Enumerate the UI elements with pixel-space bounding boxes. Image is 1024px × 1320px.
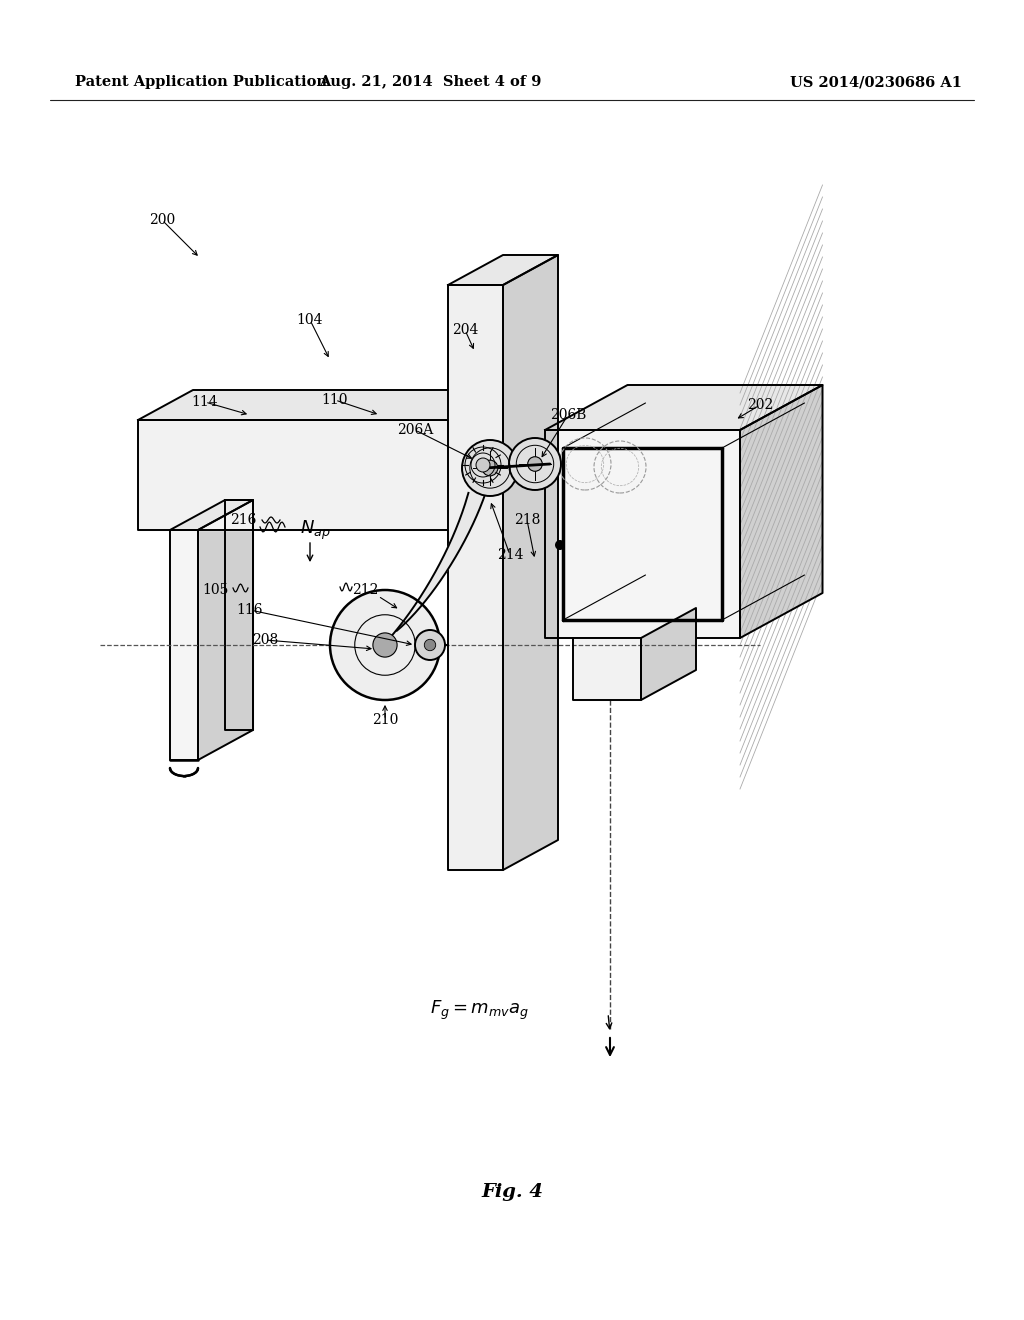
Circle shape: [509, 438, 561, 490]
Text: US 2014/0230686 A1: US 2014/0230686 A1: [790, 75, 962, 88]
Circle shape: [415, 630, 445, 660]
Text: 206B: 206B: [550, 408, 586, 422]
Polygon shape: [138, 420, 478, 531]
Text: Fig. 4: Fig. 4: [481, 1183, 543, 1201]
Circle shape: [482, 461, 498, 475]
Text: Aug. 21, 2014  Sheet 4 of 9: Aug. 21, 2014 Sheet 4 of 9: [318, 75, 542, 88]
Polygon shape: [449, 255, 558, 285]
Polygon shape: [198, 500, 253, 760]
Text: 114: 114: [191, 395, 218, 409]
Text: 218: 218: [514, 513, 541, 527]
Circle shape: [555, 540, 565, 550]
Polygon shape: [170, 531, 198, 760]
Text: 202: 202: [746, 399, 773, 412]
Text: 216: 216: [229, 513, 256, 527]
Circle shape: [330, 590, 440, 700]
Text: 105: 105: [202, 583, 228, 597]
Polygon shape: [740, 385, 822, 638]
Circle shape: [476, 458, 490, 473]
Text: 210: 210: [372, 713, 398, 727]
Polygon shape: [545, 385, 822, 430]
Text: 116: 116: [237, 603, 263, 616]
Polygon shape: [225, 500, 253, 730]
Text: $F_g = m_{mv}a_g$: $F_g = m_{mv}a_g$: [430, 998, 529, 1022]
Text: 212: 212: [352, 583, 378, 597]
Text: Patent Application Publication: Patent Application Publication: [75, 75, 327, 88]
Text: $N_{ap}$: $N_{ap}$: [300, 519, 331, 541]
Circle shape: [527, 457, 543, 471]
Polygon shape: [138, 389, 534, 420]
Polygon shape: [449, 285, 503, 870]
Polygon shape: [545, 430, 740, 638]
Text: 104: 104: [297, 313, 324, 327]
Polygon shape: [383, 487, 487, 645]
Circle shape: [424, 639, 435, 651]
Text: 206A: 206A: [397, 422, 433, 437]
Text: 208: 208: [252, 634, 279, 647]
Text: 214: 214: [497, 548, 523, 562]
Polygon shape: [573, 638, 641, 700]
Polygon shape: [170, 500, 253, 531]
Polygon shape: [641, 609, 696, 700]
Circle shape: [462, 440, 518, 496]
Text: 204: 204: [452, 323, 478, 337]
Polygon shape: [503, 255, 558, 870]
Text: 110: 110: [322, 393, 348, 407]
Circle shape: [373, 632, 397, 657]
Text: 200: 200: [148, 213, 175, 227]
